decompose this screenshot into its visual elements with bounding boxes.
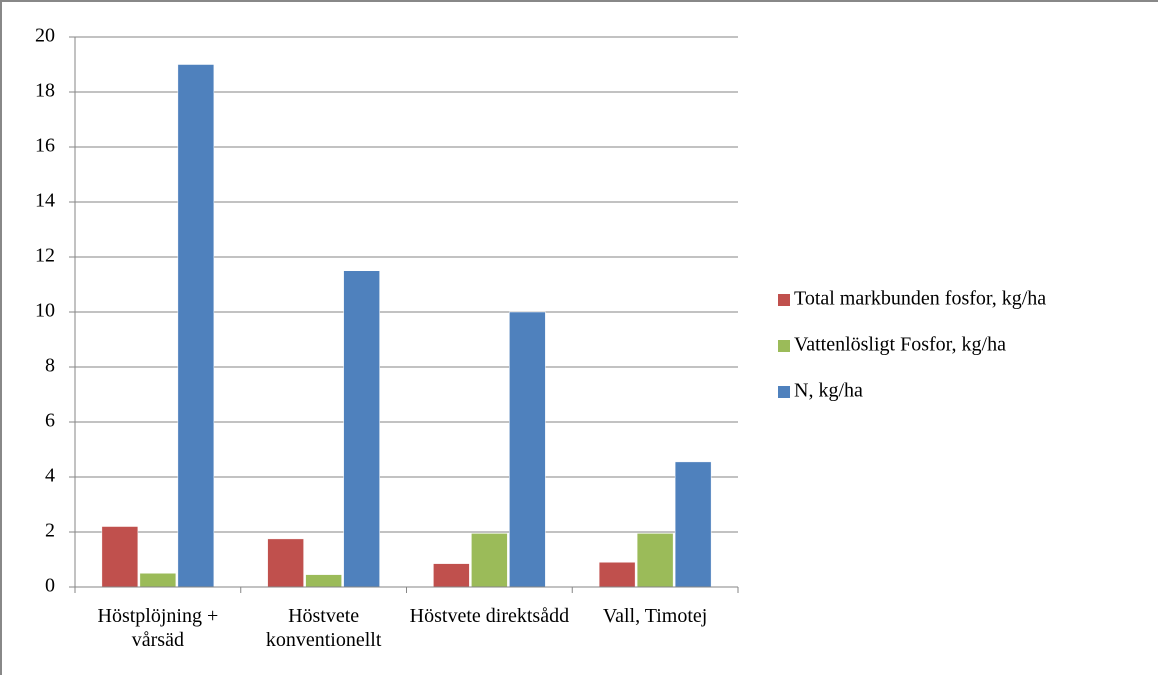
bar — [177, 64, 215, 588]
x-tick-label: Höstvete direktsådd — [409, 605, 570, 627]
x-tick-label: Höstplöjning + vårsäd — [97, 605, 219, 651]
bar — [674, 461, 712, 588]
y-tick-label: 2 — [45, 520, 55, 542]
bar — [509, 311, 546, 588]
legend-label: Total markbunden fosfor, kg/ha — [794, 288, 1046, 310]
legend-swatch — [778, 386, 790, 398]
x-tick-label: Höstvete konventionellt — [265, 605, 382, 651]
legend-label: Vattenlösligt Fosfor, kg/ha — [794, 334, 1006, 356]
y-tick-label: 12 — [35, 245, 55, 267]
bar — [471, 533, 508, 588]
legend-swatch — [778, 340, 790, 352]
bar — [305, 574, 342, 588]
y-tick-label: 16 — [35, 135, 55, 157]
bar — [267, 538, 304, 588]
y-tick-label: 14 — [35, 190, 55, 212]
y-tick-label: 0 — [45, 575, 55, 597]
y-tick-label: 6 — [45, 410, 55, 432]
y-tick-label: 10 — [35, 300, 55, 322]
x-tick-label: Vall, Timotej — [602, 605, 708, 627]
y-tick-label: 8 — [45, 355, 55, 377]
bar — [636, 533, 674, 588]
legend-label: N, kg/ha — [794, 380, 863, 402]
bar — [598, 562, 636, 588]
bar — [101, 526, 139, 588]
bar — [343, 270, 380, 588]
y-tick-label: 4 — [45, 465, 55, 487]
legend-swatch — [778, 294, 790, 306]
y-tick-label: 18 — [35, 80, 55, 102]
y-tick-label: 20 — [35, 25, 55, 47]
bar — [139, 573, 177, 588]
bar — [433, 563, 470, 588]
